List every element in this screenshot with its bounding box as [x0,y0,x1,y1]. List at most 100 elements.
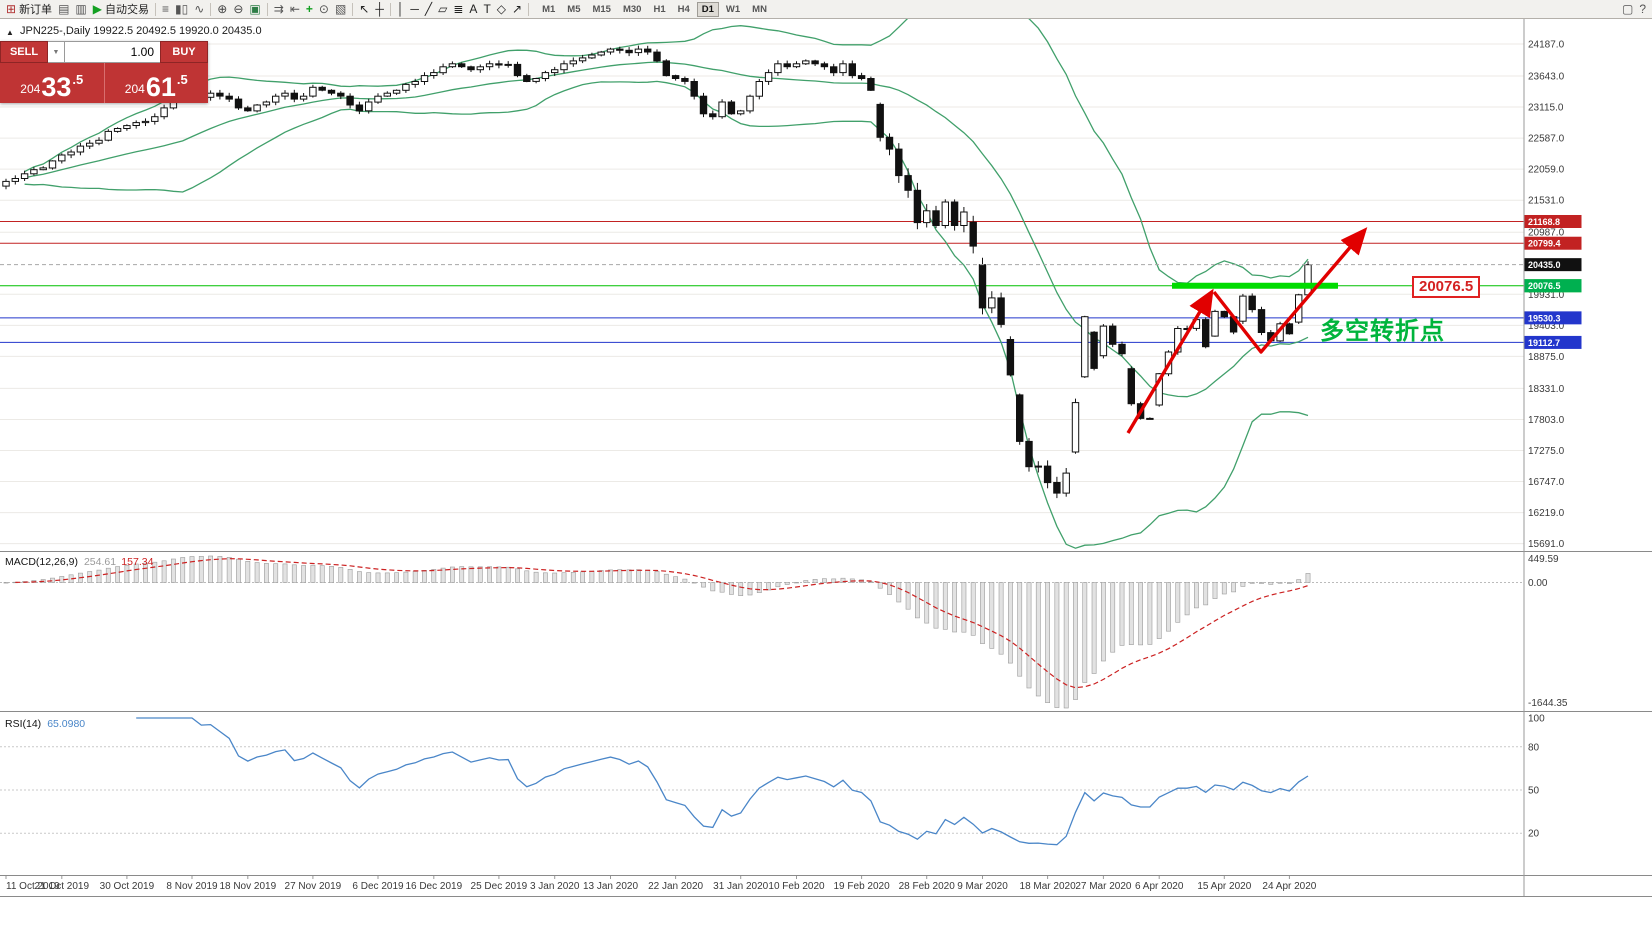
line-chart-icon: ∿ [194,1,205,16]
indicators-button[interactable]: + [303,1,316,18]
timeframe-M30[interactable]: M30 [622,3,642,15]
svg-text:16219.0: 16219.0 [1528,508,1565,519]
fibonacci-button[interactable]: ≣ [450,1,466,18]
svg-text:20799.4: 20799.4 [1528,239,1561,249]
price-tag: 20435.0 [1524,258,1582,272]
zoom-out-button[interactable]: ⊖ [230,1,246,18]
bollinger-bands [24,19,1309,549]
trend-arrows[interactable] [1126,227,1368,434]
svg-text:15691.0: 15691.0 [1528,539,1565,550]
svg-text:20076.5: 20076.5 [1528,281,1561,291]
new-order-button[interactable]: ⊞ 新订单 [3,1,55,18]
tile-windows-button[interactable]: ▣ [246,1,263,18]
auto-scroll-button[interactable]: ⇉ [271,1,287,18]
shapes-button[interactable]: ◇ [494,1,509,18]
chart-title: JPN225-,Daily 19922.5 20492.5 19920.0 20… [20,25,262,37]
buy-price-big: 61 [145,72,176,102]
profiles-icon: ▥ [75,1,87,16]
timeframe-W1[interactable]: W1 [725,3,741,15]
profiles-button[interactable]: ▥ [72,1,89,18]
new-order-icon: ⊞ [6,1,17,16]
rsi-panel[interactable]: RSI(14) 65.0980 100 80 50 20 [0,714,1545,846]
toolbar-right-group: ▢? [1619,1,1649,18]
text-button[interactable]: A [466,1,480,18]
zoom-in-icon: ⊕ [217,1,228,16]
timeframe-H4[interactable]: H4 [677,3,690,15]
svg-text:-1644.35: -1644.35 [1528,698,1568,709]
svg-text:20435.0: 20435.0 [1528,260,1561,270]
volume-input[interactable] [65,41,160,63]
vertical-line-button[interactable]: │ [394,1,408,18]
buy-button[interactable]: BUY [160,41,208,63]
candlestick-series [2,45,1312,499]
svg-text:22587.0: 22587.0 [1528,134,1565,145]
text-label-icon: T [483,1,491,16]
templates-button[interactable]: ▧ [332,1,349,18]
buy-price[interactable]: 204 61 .5 [103,63,209,103]
horizontal-line-icon: ─ [410,1,419,16]
timeframe-D1[interactable]: D1 [696,1,719,17]
price-tag: 19112.7 [1524,335,1582,349]
sell-button[interactable]: SELL [0,41,48,63]
horizontal-lines[interactable] [0,220,1524,343]
svg-text:22059.0: 22059.0 [1528,165,1565,176]
svg-text:449.59: 449.59 [1528,554,1559,565]
price-axis[interactable]: 24187.0 23643.0 23115.0 22587.0 22059.0 21531… [1528,39,1565,550]
svg-text:18331.0: 18331.0 [1528,384,1565,395]
bars-chart-button[interactable]: ≡ [159,1,172,18]
equidistant-channel-button[interactable]: ▱ [435,1,450,18]
line-chart-button[interactable]: ∿ [191,1,207,18]
auto-trading-button[interactable]: ▶ 自动交易 [90,1,152,18]
toolbar-separator [266,2,268,16]
svg-text:22 Jan 2020: 22 Jan 2020 [648,881,703,892]
chart-window-button[interactable]: ▤ [55,1,72,18]
sell-price-big: 33 [41,72,72,102]
crosshair-button[interactable]: ┼ [372,1,387,18]
arrow-tools-button[interactable]: ↗ [509,1,525,18]
svg-text:10 Feb 2020: 10 Feb 2020 [768,881,825,892]
svg-text:16 Dec 2019: 16 Dec 2019 [405,881,462,892]
chart-shift-button[interactable]: ⇤ [287,1,303,18]
timeframe-group: M1 M5 M15 M30 H1 H4 D1 W1 MN [536,1,773,17]
indicators-icon: + [305,1,313,16]
timeframe-MN[interactable]: MN [752,3,767,15]
chart-window-icon: ▤ [58,1,70,16]
toolbar-separator [154,2,156,16]
horizontal-line-button[interactable]: ─ [407,1,422,18]
toolbar-separator [210,2,212,16]
buy-price-frac: .5 [176,72,188,87]
cursor-button[interactable]: ↖ [356,1,372,18]
resistance-price-label[interactable]: 20076.5 [1412,276,1481,298]
text-label-button[interactable]: T [480,1,493,18]
zoom-in-button[interactable]: ⊕ [214,1,230,18]
svg-text:19530.3: 19530.3 [1528,313,1561,323]
svg-text:20: 20 [1528,829,1540,840]
timeframe-M1[interactable]: M1 [542,3,556,15]
periods-button[interactable]: ⊙ [316,1,332,18]
timeframe-H1[interactable]: H1 [653,3,666,15]
tile-windows-icon: ▣ [249,1,261,16]
vertical-line-icon: │ [396,1,405,16]
svg-text:3 Jan 2020: 3 Jan 2020 [530,881,580,892]
turning-point-label[interactable]: 多空转折点 [1320,318,1445,345]
svg-text:50: 50 [1528,786,1540,797]
timeframe-M15[interactable]: M15 [592,3,611,15]
window-mode-button[interactable]: ▢ [1619,1,1636,18]
sell-price[interactable]: 204 33 .5 [0,63,104,103]
sell-price-head: 204 [20,82,41,96]
one-click-collapse-icon[interactable]: ▲ [6,28,14,37]
auto-trading-icon: ▶ [92,1,102,16]
svg-text:19 Feb 2020: 19 Feb 2020 [834,881,891,892]
volume-dropdown-icon[interactable]: ▼ [48,41,65,63]
macd-panel[interactable]: MACD(12,26,9) 254.61 157.34 449.59 0.00 -164… [0,554,1568,709]
auto-trading-label: 自动交易 [104,4,149,16]
chart-canvas[interactable]: 24187.0 23643.0 23115.0 22587.0 22059.0 21531… [0,19,1652,943]
candlestick-chart-button[interactable]: ▮▯ [172,1,191,18]
svg-text:31 Jan 2020: 31 Jan 2020 [713,881,768,892]
trendline-button[interactable]: ╱ [422,1,435,18]
help-button[interactable]: ? [1636,1,1649,18]
timeframe-M5[interactable]: M5 [567,3,581,15]
fibonacci-icon: ≣ [453,1,464,16]
svg-text:30 Oct 2019: 30 Oct 2019 [100,881,155,892]
